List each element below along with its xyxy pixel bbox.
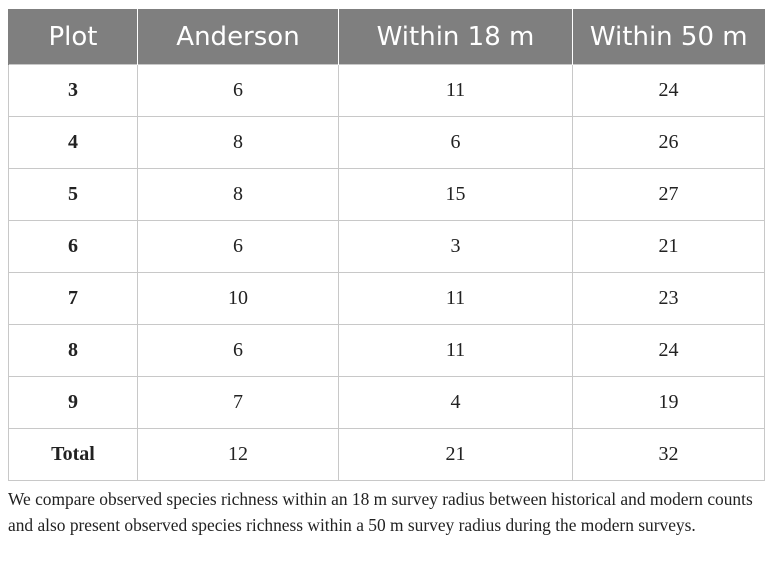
cell-plot: 5 (8, 168, 138, 221)
cell-within-50m: 27 (572, 168, 765, 221)
cell-plot: 8 (8, 324, 138, 377)
cell-within-18m: 11 (338, 272, 573, 325)
table-row: 8 6 11 24 (8, 324, 765, 377)
cell-within-50m: 21 (572, 220, 765, 273)
species-richness-table: Plot Anderson Within 18 m Within 50 m 3 … (8, 9, 765, 481)
cell-within-18m: 3 (338, 220, 573, 273)
table-row: 5 8 15 27 (8, 168, 765, 221)
cell-anderson: 6 (137, 220, 339, 273)
cell-within-50m: 24 (572, 64, 765, 117)
table-header-row: Plot Anderson Within 18 m Within 50 m (8, 9, 765, 65)
species-richness-table-container: Plot Anderson Within 18 m Within 50 m 3 … (8, 9, 765, 481)
cell-within-50m: 24 (572, 324, 765, 377)
table-row: 9 7 4 19 (8, 376, 765, 429)
cell-plot: 4 (8, 116, 138, 169)
cell-anderson: 8 (137, 116, 339, 169)
cell-anderson: 7 (137, 376, 339, 429)
cell-within-18m: 4 (338, 376, 573, 429)
cell-within-18m: 11 (338, 324, 573, 377)
cell-anderson-total: 12 (137, 428, 339, 481)
cell-plot-total: Total (8, 428, 138, 481)
cell-anderson: 6 (137, 64, 339, 117)
cell-plot: 6 (8, 220, 138, 273)
cell-within-50m: 26 (572, 116, 765, 169)
cell-plot: 3 (8, 64, 138, 117)
cell-plot: 7 (8, 272, 138, 325)
cell-within-18m: 15 (338, 168, 573, 221)
table-row: 3 6 11 24 (8, 64, 765, 117)
table-caption: We compare observed species richness wit… (8, 489, 753, 535)
cell-anderson: 10 (137, 272, 339, 325)
cell-anderson: 8 (137, 168, 339, 221)
table-row: 7 10 11 23 (8, 272, 765, 325)
header-within-18m: Within 18 m (338, 9, 573, 65)
cell-within-50m: 19 (572, 376, 765, 429)
header-within-50m: Within 50 m (572, 9, 765, 65)
cell-within-50m: 23 (572, 272, 765, 325)
cell-within-18m-total: 21 (338, 428, 573, 481)
cell-anderson: 6 (137, 324, 339, 377)
cell-within-18m: 11 (338, 64, 573, 117)
cell-plot: 9 (8, 376, 138, 429)
cell-within-18m: 6 (338, 116, 573, 169)
cell-within-50m-total: 32 (572, 428, 765, 481)
header-anderson: Anderson (137, 9, 339, 65)
table-total-row: Total 12 21 32 (8, 428, 765, 481)
header-plot: Plot (8, 9, 138, 65)
table-row: 6 6 3 21 (8, 220, 765, 273)
table-row: 4 8 6 26 (8, 116, 765, 169)
